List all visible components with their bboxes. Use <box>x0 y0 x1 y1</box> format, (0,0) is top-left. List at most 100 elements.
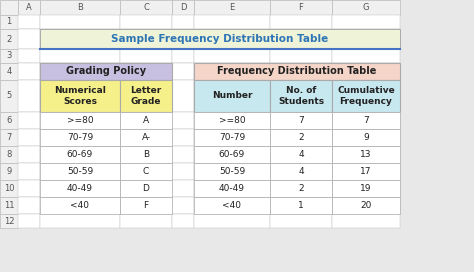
Bar <box>40 63 172 80</box>
Text: C: C <box>143 167 149 176</box>
Bar <box>270 112 332 129</box>
Text: 70-79: 70-79 <box>219 133 245 142</box>
Bar <box>0 63 18 80</box>
Bar <box>18 129 40 146</box>
Bar <box>40 49 120 63</box>
Bar <box>40 80 120 112</box>
Bar <box>194 112 270 129</box>
Bar <box>120 15 172 29</box>
Text: 5: 5 <box>6 91 12 100</box>
Bar <box>40 63 120 80</box>
Text: D: D <box>180 3 186 12</box>
Bar <box>40 29 120 49</box>
Bar <box>18 146 40 163</box>
Bar <box>0 29 18 49</box>
Bar <box>120 163 172 180</box>
Bar <box>332 197 400 214</box>
Bar <box>40 129 120 146</box>
Bar <box>194 129 270 146</box>
Bar <box>40 163 120 180</box>
Bar <box>194 49 270 63</box>
Bar <box>120 49 172 63</box>
Text: 3: 3 <box>6 51 12 60</box>
Text: 4: 4 <box>298 150 304 159</box>
Bar <box>120 146 172 163</box>
Bar <box>40 146 120 163</box>
Bar <box>18 214 40 228</box>
Bar <box>0 197 18 214</box>
Bar <box>120 0 172 15</box>
Bar <box>332 146 400 163</box>
Text: <40: <40 <box>71 201 90 210</box>
Bar <box>194 197 270 214</box>
Bar <box>270 214 332 228</box>
Bar <box>0 49 18 63</box>
Bar <box>40 214 120 228</box>
Bar <box>270 29 332 49</box>
Bar <box>18 29 40 49</box>
Bar <box>172 0 194 15</box>
Bar <box>270 49 332 63</box>
Text: 10: 10 <box>4 184 14 193</box>
Bar <box>172 146 194 163</box>
Text: 50-59: 50-59 <box>67 167 93 176</box>
Text: >=80: >=80 <box>219 116 246 125</box>
Bar <box>194 146 270 163</box>
Bar <box>120 112 172 129</box>
Bar <box>40 80 120 112</box>
Bar <box>270 80 332 112</box>
Text: 17: 17 <box>360 167 372 176</box>
Bar <box>332 163 400 180</box>
Bar <box>194 180 270 197</box>
Bar <box>0 146 18 163</box>
Bar <box>120 197 172 214</box>
Bar <box>120 180 172 197</box>
Bar <box>18 197 40 214</box>
Text: 13: 13 <box>360 150 372 159</box>
Bar <box>270 180 332 197</box>
Bar <box>40 180 120 197</box>
Bar <box>0 112 18 129</box>
Bar <box>18 80 40 112</box>
Bar <box>120 180 172 197</box>
Bar <box>194 15 270 29</box>
Bar <box>332 15 400 29</box>
Bar <box>270 15 332 29</box>
Bar <box>120 63 172 80</box>
Text: 7: 7 <box>363 116 369 125</box>
Text: 2: 2 <box>6 35 12 44</box>
Text: 9: 9 <box>363 133 369 142</box>
Bar <box>40 197 120 214</box>
Text: Sample Frequency Distribution Table: Sample Frequency Distribution Table <box>111 34 328 44</box>
Text: 2: 2 <box>298 133 304 142</box>
Text: 9: 9 <box>6 167 12 176</box>
Text: 11: 11 <box>4 201 14 210</box>
Bar <box>194 197 270 214</box>
Text: F: F <box>299 3 303 12</box>
Bar <box>40 180 120 197</box>
Bar <box>270 197 332 214</box>
Bar <box>120 214 172 228</box>
Bar <box>270 163 332 180</box>
Bar <box>18 180 40 197</box>
Bar <box>120 112 172 129</box>
Bar <box>270 80 332 112</box>
Bar <box>0 163 18 180</box>
Bar <box>120 29 172 49</box>
Bar <box>194 63 400 80</box>
Bar <box>40 146 120 163</box>
Bar <box>18 49 40 63</box>
Bar <box>194 129 270 146</box>
Bar <box>332 63 400 80</box>
Text: B: B <box>77 3 83 12</box>
Bar <box>172 49 194 63</box>
Bar <box>194 112 270 129</box>
Bar <box>40 29 400 49</box>
Bar <box>18 0 40 15</box>
Bar <box>194 0 270 15</box>
Text: C: C <box>143 3 149 12</box>
Text: Numerical
Scores: Numerical Scores <box>54 86 106 106</box>
Text: 1: 1 <box>298 201 304 210</box>
Bar <box>172 129 194 146</box>
Bar <box>120 163 172 180</box>
